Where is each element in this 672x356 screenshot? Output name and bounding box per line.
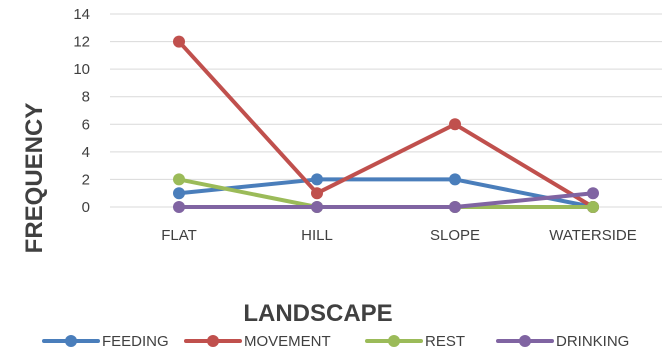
y-tick-label: 6 (82, 116, 90, 133)
data-point (173, 201, 185, 213)
data-point (311, 173, 323, 186)
legend-swatch-marker (519, 335, 531, 347)
y-tick-label: 10 (73, 61, 90, 78)
y-axis-title: FREQUENCY (21, 103, 48, 254)
legend-label: DRINKING (556, 333, 629, 350)
y-tick-label: 14 (73, 6, 90, 23)
legend: FEEDING MOVEMENT REST DRINKING (42, 333, 629, 350)
data-point (587, 187, 599, 200)
legend-label: REST (425, 333, 465, 350)
y-tick-label: 2 (82, 171, 90, 188)
legend-label: MOVEMENT (244, 333, 331, 350)
x-axis-title: LANDSCAPE (243, 300, 392, 327)
y-tick-label: 4 (82, 144, 90, 161)
data-point (449, 173, 461, 186)
legend-item-drinking: DRINKING (496, 333, 629, 350)
legend-swatch-marker (388, 335, 400, 347)
legend-swatch-marker (65, 335, 77, 347)
y-tick-labels: 0 2 4 6 8 10 12 14 (73, 6, 90, 216)
data-point (173, 173, 185, 186)
x-tick-labels: FLAT HILL SLOPE WATERSIDE (161, 227, 637, 244)
data-point (311, 187, 323, 200)
data-point (173, 187, 185, 200)
legend-item-rest: REST (365, 333, 465, 350)
legend-item-feeding: FEEDING (42, 333, 169, 350)
series-lines (173, 35, 599, 213)
x-tick-label: HILL (301, 227, 333, 244)
x-tick-label: WATERSIDE (549, 227, 637, 244)
data-point (311, 201, 323, 213)
legend-label: FEEDING (102, 333, 169, 350)
y-tick-label: 8 (82, 89, 90, 106)
data-point (173, 35, 185, 48)
data-point (587, 201, 599, 213)
data-point (449, 118, 461, 131)
y-tick-label: 0 (82, 199, 90, 216)
legend-swatch-marker (207, 335, 219, 347)
series-feeding (173, 173, 599, 213)
x-tick-label: SLOPE (430, 227, 480, 244)
data-point (449, 201, 461, 213)
series-line (177, 191, 595, 209)
series-drinking (173, 187, 599, 213)
series-line (177, 177, 595, 209)
series-line (177, 39, 595, 209)
x-tick-label: FLAT (161, 227, 197, 244)
legend-item-movement: MOVEMENT (184, 333, 331, 350)
y-tick-label: 12 (73, 34, 90, 51)
